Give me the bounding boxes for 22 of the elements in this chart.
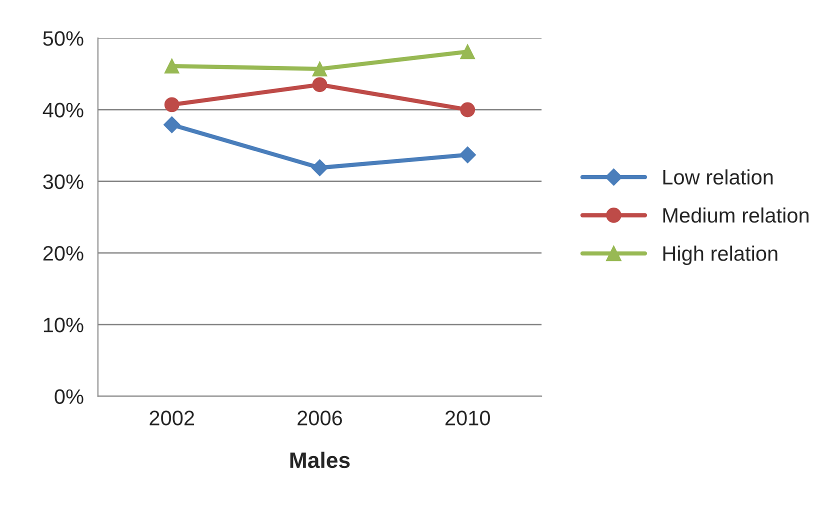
x-tick-label: 2006 xyxy=(298,410,342,426)
x-tick-label: 2010 xyxy=(445,410,490,426)
point xyxy=(311,159,328,176)
point xyxy=(312,61,328,76)
y-tick-label: 40% xyxy=(42,102,84,118)
legend-label: Low relation xyxy=(663,169,773,185)
point xyxy=(164,58,180,74)
legend-label: High relation xyxy=(663,246,778,266)
y-tick-label: 30% xyxy=(43,174,84,190)
point xyxy=(460,44,476,60)
point xyxy=(460,102,476,118)
point xyxy=(312,77,328,92)
point xyxy=(459,146,476,164)
x-axis-title: Males xyxy=(290,452,350,468)
legend-label: Medium relation xyxy=(663,207,808,223)
y-tick-label: 10% xyxy=(44,318,84,332)
y-tick-label: 0% xyxy=(54,389,84,404)
y-tick-label: 20% xyxy=(43,246,84,261)
x-tick-label: 2002 xyxy=(150,410,194,426)
point xyxy=(163,116,180,134)
y-tick-label: 50% xyxy=(43,31,84,46)
point xyxy=(164,97,180,112)
